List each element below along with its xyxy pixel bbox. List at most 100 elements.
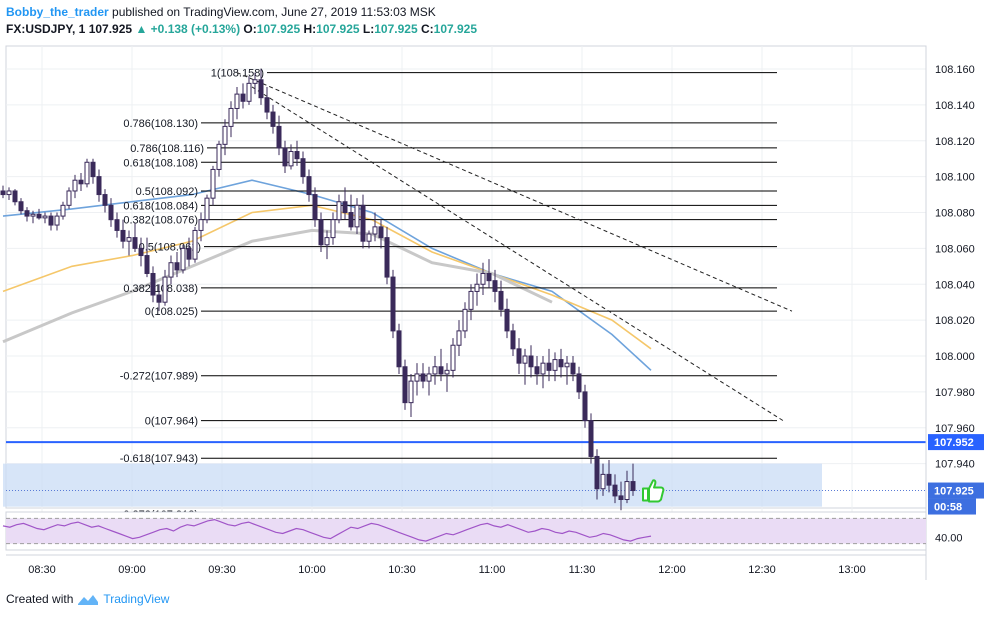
candle-body xyxy=(336,201,342,221)
candle-body xyxy=(6,190,12,196)
trendline xyxy=(236,72,793,312)
fib-level-label: 0(108.025) xyxy=(145,306,198,318)
candle-body xyxy=(78,179,84,185)
candle-body xyxy=(456,330,462,346)
open-label: O: xyxy=(243,22,257,36)
candle-body xyxy=(348,212,354,228)
y-axis-tick: 108.160 xyxy=(935,64,975,76)
candle-body xyxy=(60,204,66,217)
candle-body xyxy=(558,359,564,368)
candle-body xyxy=(402,366,408,404)
price-label-horizontal-level xyxy=(928,434,984,451)
candle-body xyxy=(594,455,600,490)
candle-body xyxy=(246,82,252,102)
candle-body xyxy=(432,366,438,375)
fib-level-label: 0(107.964) xyxy=(145,416,198,428)
candle-body xyxy=(492,280,498,292)
y-axis-tick: 108.080 xyxy=(935,208,975,220)
candle-body xyxy=(570,362,576,375)
candle-body xyxy=(450,344,456,371)
candle-body xyxy=(72,179,78,192)
candle-body xyxy=(414,373,420,382)
y-axis-tick: 107.980 xyxy=(935,387,975,399)
price-chart[interactable]: 1(108.158) 0.786(108.130) 0.786(108.116) 0.… xyxy=(0,0,988,590)
candle-body xyxy=(36,213,42,219)
candle-body xyxy=(618,495,624,501)
candle-body xyxy=(198,219,204,231)
y-axis-tick: 107.960 xyxy=(935,423,975,435)
candle-body xyxy=(408,380,414,404)
candle-body xyxy=(318,219,324,246)
low-value: 107.925 xyxy=(374,22,418,36)
created-with-text: Created with xyxy=(6,592,74,606)
fib-level-label: 0.5(108.061) xyxy=(139,242,201,254)
tradingview-logo-icon xyxy=(78,594,99,605)
y-axis-tick: 108.100 xyxy=(935,172,975,184)
candle-body xyxy=(396,330,402,368)
price-label-text: 107.925 xyxy=(934,486,974,498)
candle-body xyxy=(486,272,492,282)
x-axis-tick: 08:30 xyxy=(28,564,56,576)
plot-area xyxy=(5,45,927,509)
candle-body xyxy=(180,247,186,271)
x-axis-tick: 11:30 xyxy=(569,564,596,576)
rsi-line xyxy=(2,518,652,542)
candle-body xyxy=(354,204,360,228)
fib-level-label: -0.272(107.989) xyxy=(120,371,198,383)
candle-body xyxy=(156,294,162,303)
candle-body xyxy=(24,210,30,217)
candle-body xyxy=(564,362,570,368)
price-label-last-price xyxy=(928,482,984,499)
candle-body xyxy=(534,366,540,375)
fib-level-label: 1(108.158) xyxy=(211,68,264,80)
candle-body xyxy=(390,276,396,332)
candle-body xyxy=(108,204,114,221)
candle-body xyxy=(258,79,264,99)
published-text: published on TradingView.com, June 27, 2… xyxy=(108,5,436,19)
thumbs-up-shape xyxy=(642,479,665,503)
candle-body xyxy=(522,355,528,364)
candle-body xyxy=(168,262,174,278)
price-label-text: 107.952 xyxy=(934,437,974,449)
candle-body xyxy=(504,308,510,332)
rsi-axis-tick: 40.00 xyxy=(935,532,963,544)
x-axis-tick: 13:00 xyxy=(838,564,866,576)
candle-body xyxy=(186,247,192,260)
candle-body xyxy=(66,190,72,206)
candle-body xyxy=(114,219,120,231)
candle-body xyxy=(342,201,348,214)
candle-body xyxy=(576,373,582,393)
candle-body xyxy=(510,330,516,350)
y-axis-tick: 108.140 xyxy=(935,100,975,112)
open-value: 107.925 xyxy=(256,22,301,36)
fib-level-label: 0.618(108.108) xyxy=(123,157,198,169)
moving-average-gray xyxy=(2,228,553,344)
candle-body xyxy=(144,255,150,274)
candle-body xyxy=(360,204,366,242)
candle-body xyxy=(300,158,306,178)
candle-body xyxy=(96,176,102,196)
candle-body xyxy=(294,151,300,160)
candle-body xyxy=(420,373,426,382)
x-axis-tick: 11:00 xyxy=(479,564,506,576)
candle-body xyxy=(438,366,444,375)
candle-body xyxy=(324,237,330,246)
high-value: 107.925 xyxy=(316,22,360,36)
candle-body xyxy=(270,111,276,127)
candle-body xyxy=(582,391,588,422)
candle-body xyxy=(540,362,546,375)
candle-body xyxy=(546,362,552,371)
candle-body xyxy=(498,290,504,310)
y-axis-tick: 107.940 xyxy=(935,459,975,471)
tradingview-brand[interactable]: TradingView xyxy=(103,592,170,606)
candle-body xyxy=(84,161,90,185)
candle-body xyxy=(42,215,48,219)
x-axis-tick: 12:00 xyxy=(658,564,686,576)
up-arrow-icon: ▲ xyxy=(135,22,148,36)
candle-body xyxy=(288,151,294,167)
candle-body xyxy=(234,93,240,109)
symbol-label: FX:USDJPY, 1 xyxy=(6,22,86,36)
author-link[interactable]: Bobby_the_trader xyxy=(6,5,109,19)
candle-body xyxy=(192,229,198,260)
candle-body xyxy=(630,481,636,492)
